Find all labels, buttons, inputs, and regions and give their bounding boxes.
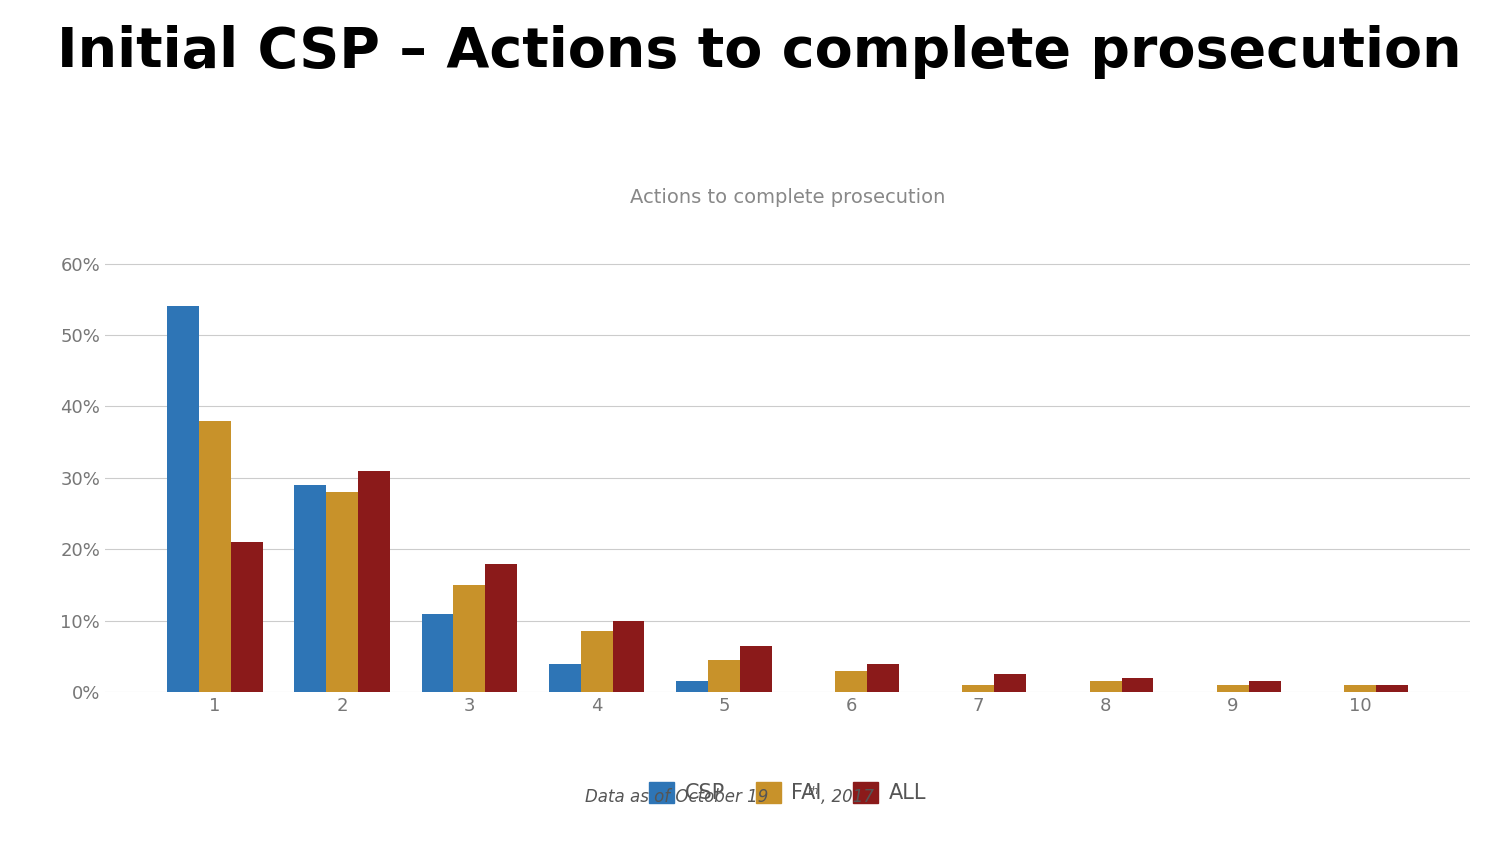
Bar — [484, 564, 518, 692]
Bar — [294, 485, 326, 692]
Bar — [549, 663, 580, 692]
Text: Initial CSP – Actions to complete prosecution: Initial CSP – Actions to complete prosec… — [57, 25, 1461, 79]
Bar — [358, 471, 390, 692]
Bar — [708, 660, 740, 692]
Bar — [963, 685, 994, 692]
Bar — [676, 681, 708, 692]
Bar — [867, 663, 898, 692]
Bar — [1216, 685, 1249, 692]
Bar — [1250, 681, 1281, 692]
Bar — [326, 492, 358, 692]
Text: , 2017: , 2017 — [821, 788, 873, 806]
Text: Data as of October 19: Data as of October 19 — [585, 788, 768, 806]
Bar — [1090, 681, 1122, 692]
Text: th: th — [807, 786, 819, 796]
Bar — [200, 420, 231, 692]
Bar — [166, 306, 200, 692]
Bar — [422, 614, 453, 692]
Bar — [1376, 685, 1408, 692]
Bar — [1122, 678, 1154, 692]
Bar — [231, 542, 262, 692]
Bar — [580, 631, 612, 692]
Bar — [740, 646, 771, 692]
Bar — [994, 674, 1026, 692]
Bar — [612, 620, 645, 692]
Legend: CSP, FAI, ALL: CSP, FAI, ALL — [640, 773, 934, 812]
Bar — [836, 671, 867, 692]
Text: Actions to complete prosecution: Actions to complete prosecution — [630, 187, 945, 207]
Bar — [1344, 685, 1376, 692]
Bar — [453, 585, 484, 692]
